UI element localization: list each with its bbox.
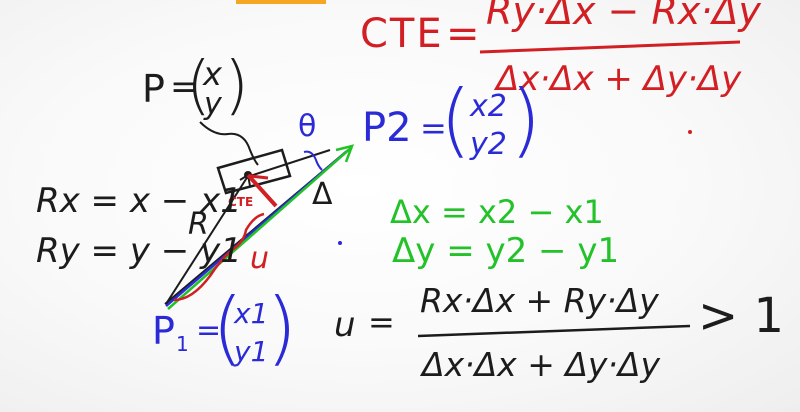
stray-dot-red: [688, 130, 692, 134]
robot-car: [216, 148, 292, 195]
segment-green: [167, 146, 353, 310]
p1-y: y1: [234, 335, 269, 368]
p1-paren-left: (: [212, 281, 244, 374]
theta-label: θ: [298, 109, 317, 144]
p2-x: x2: [470, 89, 507, 124]
u-formula-denominator: Δx·Δx + Δy·Δy: [422, 345, 661, 384]
u-formula-comparison: > 1: [698, 288, 785, 344]
p2-equals: =: [420, 109, 447, 147]
delta-label: Δ: [312, 177, 333, 212]
p2-label: P2: [362, 105, 412, 151]
cte-numerator: Ry·Δx − Rx·Δy: [486, 0, 761, 33]
cte-fraction-bar: [479, 40, 741, 54]
p-label: P: [142, 67, 165, 111]
robot-heading: [249, 149, 331, 177]
u-brace: [173, 212, 265, 302]
p2-y: y2: [470, 127, 507, 162]
cte-perp-cap: [249, 174, 269, 180]
u-formula-equals: =: [368, 303, 395, 341]
dx-definition: Δx = x2 − x1: [390, 193, 604, 231]
theta-arc: [303, 150, 323, 171]
cte-label: CTE: [360, 11, 444, 57]
p-paren-right: ): [224, 49, 249, 123]
p1-label: P: [152, 309, 175, 353]
p1-equals: =: [196, 313, 222, 348]
p-paren-left: (: [186, 49, 211, 123]
dy-definition: Δy = y2 − y1: [392, 231, 620, 271]
rx-definition: Rx = x − x1: [36, 181, 242, 221]
p-y: y: [204, 87, 222, 122]
segment-arrowhead: [335, 144, 355, 163]
u-fraction-bar: [417, 324, 691, 338]
cte-equals: =: [446, 11, 480, 57]
u-formula-numerator: Rx·Δx + Ry·Δy: [420, 281, 659, 320]
p1-subscript: 1: [176, 332, 189, 356]
p1-x: x1: [234, 297, 269, 330]
u-formula-lhs: u: [334, 305, 356, 345]
cte-small-label: CTE: [228, 195, 254, 209]
p-equals: =: [170, 67, 199, 107]
cte-perpendicular: [246, 173, 278, 208]
cte-denominator: Δx·Δx + Δy·Δy: [496, 59, 742, 99]
p2-paren-right: ): [510, 73, 542, 166]
r-label: R: [188, 207, 209, 242]
stray-dot: [338, 241, 342, 245]
p2-paren-left: (: [440, 73, 472, 166]
p-x: x: [203, 55, 222, 93]
p1-paren-right: ): [266, 281, 298, 374]
ry-definition: Ry = y − y1: [36, 231, 242, 271]
p-brace: [199, 121, 259, 166]
r-vector: [165, 175, 249, 305]
marker-tip: [236, 0, 326, 4]
u-label: u: [250, 241, 270, 276]
